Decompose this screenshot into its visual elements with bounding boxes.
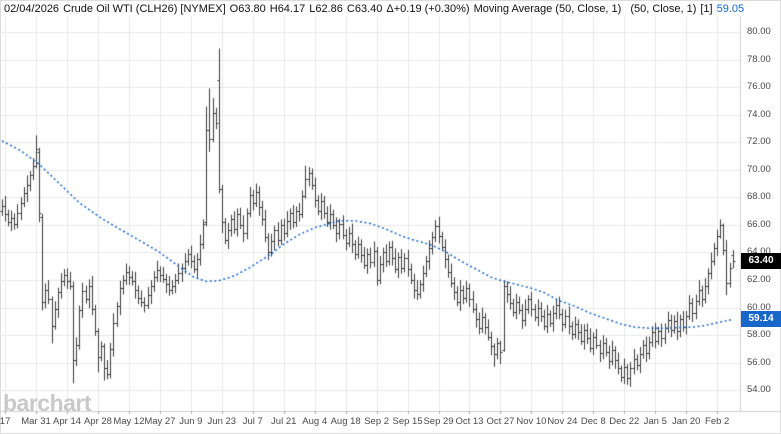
x-axis-label: Sep 2	[364, 416, 390, 427]
x-axis-label: Jul 7	[242, 416, 263, 427]
y-axis-label: 78.00	[747, 53, 771, 65]
ma-study-label: Moving Average (50, Close, 1)	[473, 3, 622, 15]
ma-study-index: [1]	[700, 3, 713, 15]
quote-low: L62.86	[309, 3, 343, 15]
x-axis-label: Mar 31	[21, 416, 51, 427]
x-axis-label: May 27	[144, 416, 176, 427]
barchart-logo: barchart	[3, 390, 92, 416]
ma-value-badge: 59.14	[741, 311, 781, 327]
x-axis-label: Dec 8	[580, 416, 606, 427]
y-axis-label: 62.00	[747, 274, 771, 286]
x-axis-label: Jun 23	[207, 416, 237, 427]
x-axis-label: Nov 10	[516, 416, 547, 427]
y-axis-label: 74.00	[747, 108, 771, 120]
x-axis-label: Aug 18	[330, 416, 361, 427]
y-axis-label: 60.00	[747, 301, 771, 313]
x-axis-label: Oct 27	[486, 416, 515, 427]
y-axis-label: 66.00	[747, 218, 771, 230]
x-axis-label: 17	[0, 416, 11, 427]
y-axis-label: 80.00	[747, 26, 771, 37]
x-axis-label: Feb 2	[705, 416, 730, 427]
instrument-title: Crude Oil WTI (CLH26) [NYMEX]	[63, 3, 226, 15]
x-axis-label: Aug 4	[302, 416, 328, 427]
x-axis-label: Apr 14	[53, 416, 82, 427]
quote-change: Δ+0.19 (+0.30%)	[386, 3, 470, 15]
y-axis-label: 54.00	[747, 384, 771, 396]
last-price-badge: 63.40	[741, 253, 781, 269]
quote-date: 02/04/2026	[4, 3, 60, 15]
x-axis-label: Jan 5	[643, 416, 667, 427]
x-axis-label: Dec 22	[609, 416, 640, 427]
x-axis-label: Jun 9	[179, 416, 203, 427]
y-axis-label: 76.00	[747, 81, 771, 93]
chart-header: 02/04/2026 Crude Oil WTI (CLH26) [NYMEX] O…	[4, 2, 744, 16]
ma-study-label-2: (50, Close, 1)	[630, 3, 697, 15]
x-axis-label: Jul 21	[271, 416, 297, 427]
x-axis-label: Jan 20	[671, 416, 701, 427]
x-axis-label: Apr 28	[83, 416, 112, 427]
y-axis-label: 58.00	[747, 329, 771, 341]
quote-close: C63.40	[346, 3, 383, 15]
y-axis-label: 64.00	[747, 246, 771, 258]
x-axis-label: May 12	[113, 416, 145, 427]
x-axis-label: Nov 24	[547, 416, 578, 427]
y-axis-label: 72.00	[747, 136, 771, 148]
quote-open: O63.80	[229, 3, 266, 15]
ma-study-value: 59.05	[716, 3, 745, 15]
quote-high: H64.17	[269, 3, 306, 15]
y-axis-label: 56.00	[747, 356, 771, 368]
x-axis-label: Sep 29	[423, 416, 454, 427]
y-axis-label: 70.00	[747, 163, 771, 175]
x-axis-label: Sep 15	[392, 416, 423, 427]
x-axis-label: Oct 13	[455, 416, 484, 427]
y-axis-label: 68.00	[747, 191, 771, 203]
